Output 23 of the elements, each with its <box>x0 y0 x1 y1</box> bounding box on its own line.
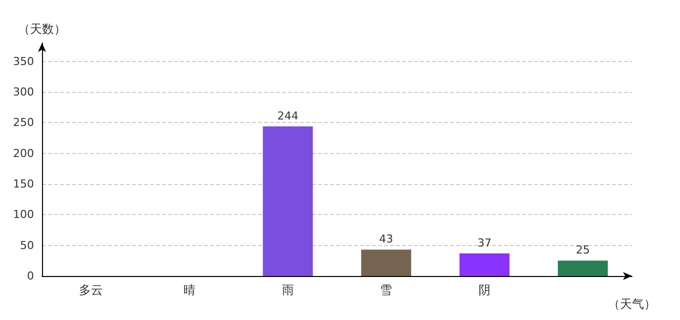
y-tick-label: 200 <box>13 146 34 160</box>
data-label: 244 <box>277 109 298 122</box>
data-label: 43 <box>379 232 394 246</box>
y-tick-label: 350 <box>13 54 34 68</box>
y-tick-label: 150 <box>13 178 34 191</box>
y-tick-label: 250 <box>13 116 34 130</box>
x-tick-label: 雨 <box>282 283 294 297</box>
y-axis-title: （天数） <box>18 22 66 36</box>
x-tick-label: 晴 <box>184 283 196 297</box>
y-tick-label: 50 <box>20 238 34 252</box>
y-tick-label: 300 <box>13 86 34 99</box>
x-tick-label: 阴 <box>478 283 490 297</box>
bar <box>262 126 313 276</box>
y-tick-label: 0 <box>27 270 34 282</box>
data-label: 37 <box>478 236 492 250</box>
bar <box>460 253 510 276</box>
x-axis-title: （天气） <box>608 297 656 311</box>
y-tick-label: 100 <box>13 208 34 222</box>
data-label: 25 <box>576 244 590 257</box>
x-tick-label: 多云 <box>79 283 104 297</box>
x-tick-label: 雪 <box>380 283 392 297</box>
bar <box>361 250 412 276</box>
bar <box>558 260 608 276</box>
